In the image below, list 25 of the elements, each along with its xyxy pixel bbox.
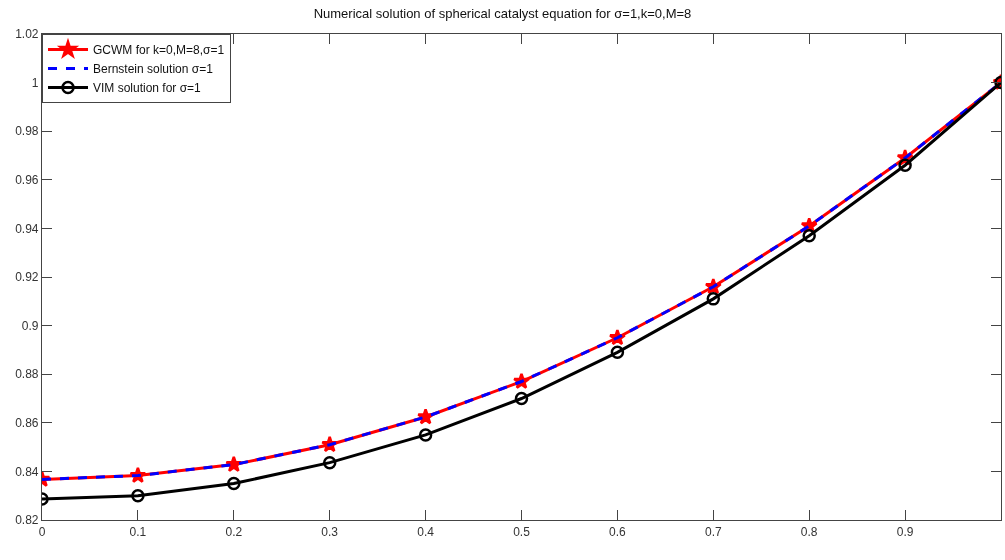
y-tick-label: 0.82 [15, 513, 39, 528]
y-tick-label: 0.98 [15, 124, 39, 139]
y-tick-label: 0.94 [15, 221, 39, 236]
x-tick-label: 0.8 [800, 524, 818, 539]
y-tick-label: 0.88 [15, 367, 39, 382]
x-tick-label: 0.3 [321, 524, 339, 539]
y-tick-label: 0.9 [21, 318, 39, 333]
legend-label: GCWM for k=0,M=8,σ=1 [93, 43, 225, 58]
x-tick-label: 0.4 [417, 524, 435, 539]
y-tick-label: 0.96 [15, 173, 39, 187]
x-tick-label: 0.9 [896, 524, 914, 539]
y-tick-label: 0.86 [15, 416, 39, 430]
legend-label: Bernstein solution σ=1 [93, 62, 214, 77]
x-tick-label: 0.6 [609, 524, 627, 539]
y-tick-label: 0.84 [15, 464, 39, 479]
x-tick-label: 0.1 [129, 524, 147, 539]
y-tick-label: 1.02 [15, 27, 39, 42]
x-tick-label: 0 [38, 524, 46, 539]
x-tick-label: 0.2 [225, 524, 243, 539]
x-tick-label: 0.7 [704, 524, 722, 539]
legend-label: VIM solution for σ=1 [93, 81, 202, 96]
y-tick-label: 0.92 [15, 270, 39, 285]
chart-title: Numerical solution of spherical catalyst equation for σ=1,k=0,M=8 [313, 5, 692, 21]
y-tick-label: 1 [31, 75, 39, 90]
x-tick-label: 0.5 [513, 524, 531, 539]
